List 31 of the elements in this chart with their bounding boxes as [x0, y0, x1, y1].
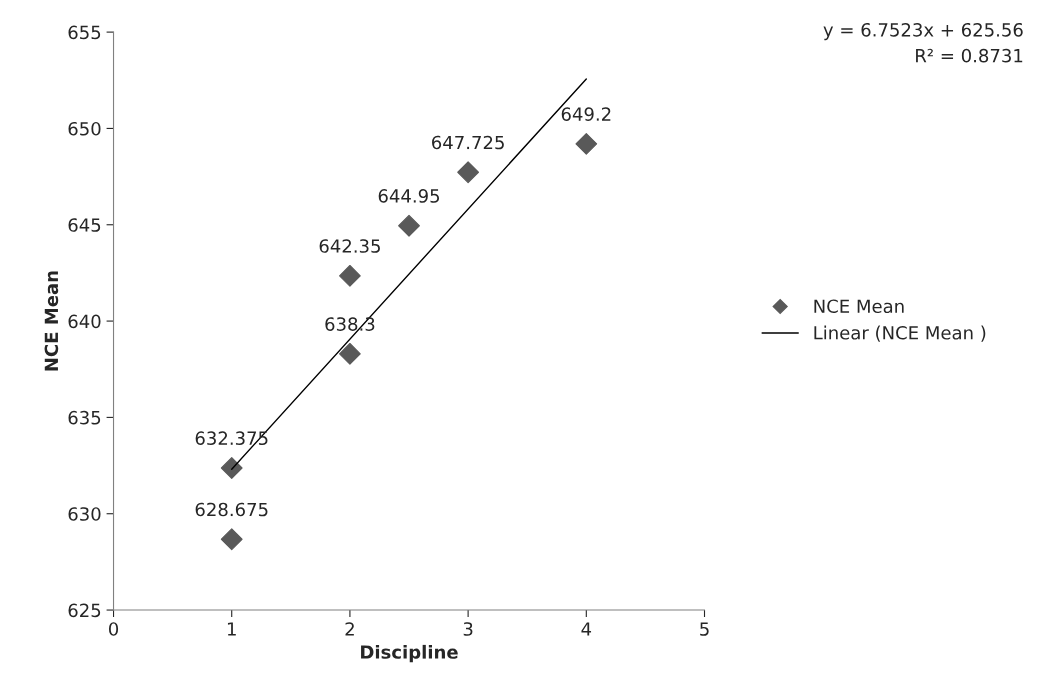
point: [339, 342, 361, 365]
y-tick-label: 655: [68, 25, 101, 40]
point: [457, 161, 479, 184]
y-tick-label: 625: [68, 603, 101, 618]
y-tick-label: 650: [68, 121, 101, 136]
y-tick-label: 635: [68, 410, 101, 425]
text: y = 6.7523x + 625.56: [823, 22, 1023, 41]
x-tick-label: 3: [463, 622, 473, 636]
data-label: 649.2: [561, 107, 611, 121]
point: [339, 264, 361, 287]
text: R² = 0.8731: [916, 48, 1023, 63]
legend-label: Linear (NCE Mean ): [814, 325, 986, 342]
point: [575, 132, 598, 155]
x-axis-title: Discipline: [361, 644, 458, 663]
data-label: 642.35: [319, 239, 380, 253]
y-axis-title: NCE Mean: [44, 271, 59, 371]
y-tick-label: 640: [68, 314, 101, 329]
x-tick-label: 1: [227, 622, 236, 636]
x-tick-label: 4: [581, 622, 592, 636]
point: [220, 528, 243, 551]
point: [398, 214, 420, 237]
y-tick-label: 630: [68, 507, 101, 521]
legend-label: NCE Mean: [814, 299, 904, 314]
point: [220, 457, 243, 479]
x-tick-label: 5: [700, 622, 709, 636]
y-tick-label: 645: [68, 218, 101, 232]
data-label: 628.675: [195, 502, 268, 517]
data-label: 644.95: [378, 189, 440, 203]
data-label: 647.725: [432, 135, 504, 150]
x-tick-label: 2: [345, 622, 354, 636]
x-tick-label: 0: [108, 622, 119, 636]
